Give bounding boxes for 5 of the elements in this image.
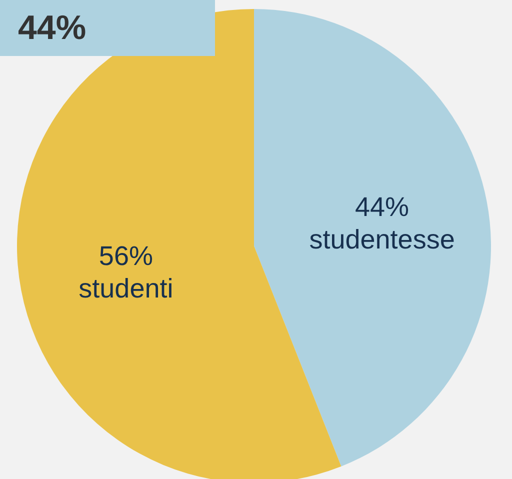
- slice-label: studentesse: [309, 224, 455, 255]
- data-label: 56%: [98, 241, 153, 272]
- text: 44%: [0, 0, 215, 56]
- slice-label: studenti: [78, 273, 174, 304]
- data-label: 44%: [355, 192, 410, 222]
